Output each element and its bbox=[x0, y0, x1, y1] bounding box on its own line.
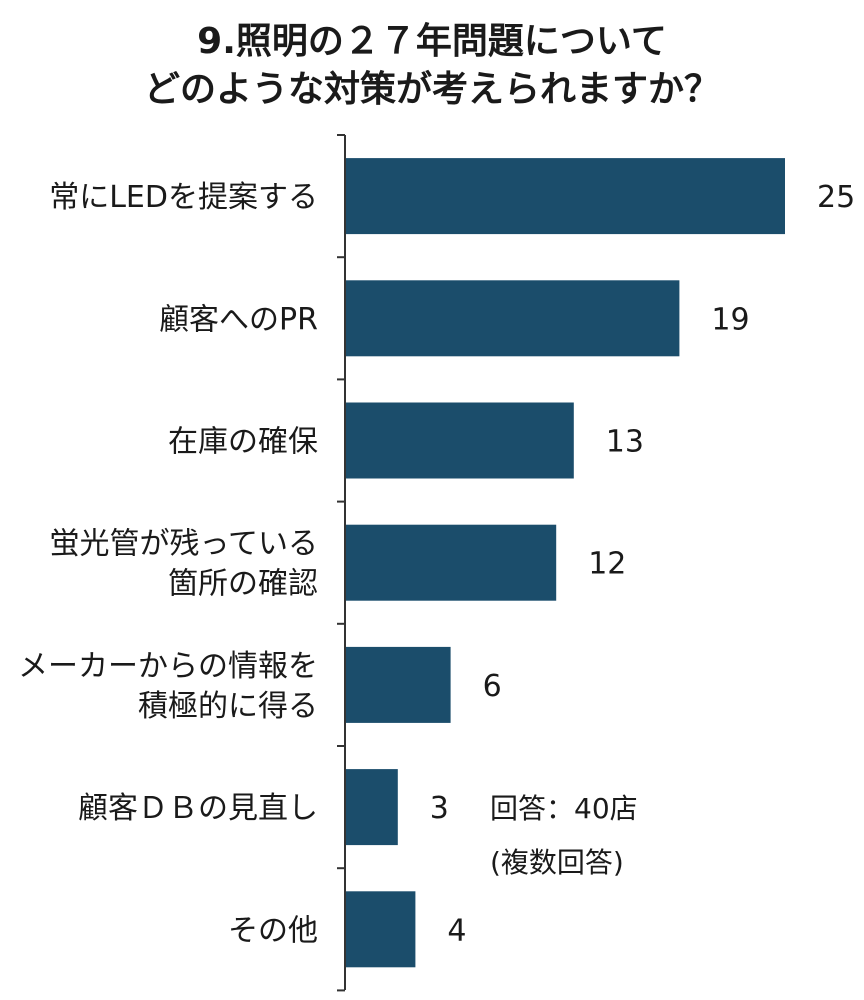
category-label-3-line-1: 箇所の確認 bbox=[168, 567, 318, 602]
category-label-2: 在庫の確保 bbox=[168, 425, 318, 460]
bar-6 bbox=[345, 891, 416, 968]
chart-title-line-1: 9.照明の２７年問題について bbox=[197, 21, 667, 62]
bar-2 bbox=[345, 402, 574, 479]
annotation-note: 回答：40店 (複数回答) bbox=[490, 792, 638, 879]
value-label-5: 3 bbox=[430, 791, 449, 826]
annotation-line-1: (複数回答) bbox=[490, 846, 624, 879]
category-label-6: その他 bbox=[228, 913, 318, 948]
category-label-5: 顧客ＤＢの見直し bbox=[78, 791, 318, 826]
category-label-4-line-0: メーカーからの情報を bbox=[18, 649, 318, 684]
annotation-line-0: 回答：40店 bbox=[490, 792, 638, 825]
bar-1 bbox=[345, 280, 680, 357]
chart-title-line-2: どのような対策が考えられますか？ bbox=[143, 69, 720, 110]
value-label-3: 12 bbox=[588, 547, 626, 582]
bar-0 bbox=[345, 158, 785, 235]
category-label-4-line-1: 積極的に得る bbox=[138, 689, 318, 724]
bars-layer bbox=[345, 158, 785, 968]
axis-layer bbox=[337, 134, 346, 992]
value-label-6: 4 bbox=[447, 913, 466, 948]
value-label-4: 6 bbox=[483, 669, 502, 704]
value-label-1: 19 bbox=[711, 302, 749, 337]
bar-3 bbox=[345, 524, 557, 601]
category-label-1: 顧客へのPR bbox=[159, 302, 318, 337]
bar-5 bbox=[345, 769, 398, 846]
chart-title: 9.照明の２７年問題について どのような対策が考えられますか？ bbox=[0, 18, 864, 114]
value-label-2: 13 bbox=[606, 425, 644, 460]
category-label-0: 常にLEDを提案する bbox=[49, 180, 318, 215]
labels-layer: 25 常にLEDを提案する 19 顧客へのPR 13 在庫の確保 12 蛍光管が残っている箇所… bbox=[18, 180, 855, 948]
bar-4 bbox=[345, 646, 451, 723]
category-label-3-line-0: 蛍光管が残っている bbox=[50, 527, 319, 562]
value-label-0: 25 bbox=[817, 180, 855, 215]
